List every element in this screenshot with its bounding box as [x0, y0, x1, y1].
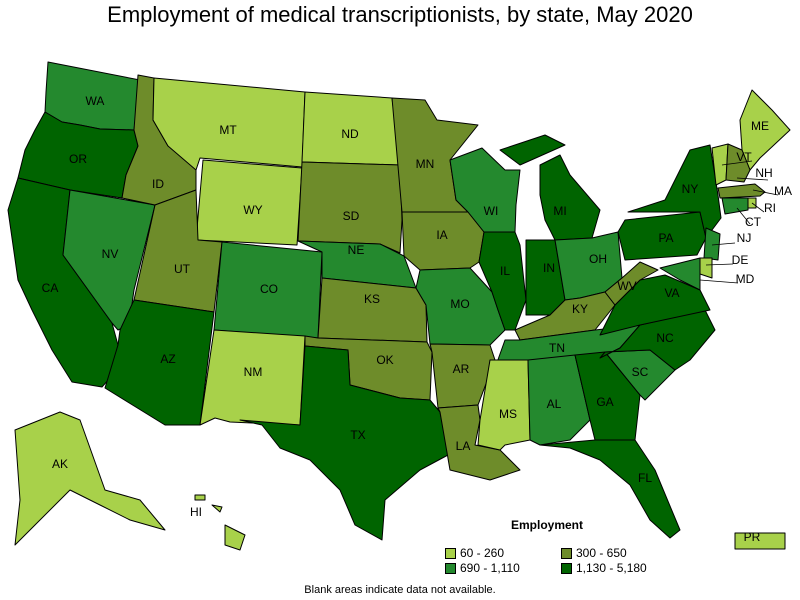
state-label-oh: OH [589, 252, 607, 266]
state-label-nh: NH [755, 166, 772, 180]
map-title: Employment of medical transcriptionists,… [107, 2, 693, 27]
state-va [599, 274, 711, 336]
state-label-in: IN [543, 261, 555, 275]
state-label-ms: MS [499, 407, 517, 421]
legend-title: Employment [511, 518, 584, 532]
legend-label-4: 1,130 - 5,180 [576, 561, 647, 575]
state-label-nm: NM [244, 365, 263, 379]
state-ct [721, 197, 749, 215]
state-label-mn: MN [416, 157, 435, 171]
state-label-va: VA [664, 286, 679, 300]
leader-line [721, 160, 753, 166]
state-label-al: AL [547, 397, 562, 411]
state-label-pr: PR [744, 530, 761, 544]
state-nc [599, 309, 716, 371]
state-wv [604, 261, 659, 306]
state-label-ak: AK [52, 457, 68, 471]
state-label-ga: GA [596, 395, 613, 409]
legend-item-3: 690 - 1,110 [445, 561, 520, 575]
state-label-ky: KY [572, 302, 588, 316]
state-label-hi: HI [190, 505, 202, 519]
legend-item-2: 300 - 650 [561, 546, 627, 560]
state-label-nd: ND [341, 127, 359, 141]
state-label-wy: WY [243, 203, 262, 217]
leader-line [752, 189, 779, 196]
state-label-nj: NJ [737, 231, 752, 245]
state-fl [539, 439, 681, 539]
state-label-ar: AR [453, 362, 470, 376]
state-label-ri: RI [764, 201, 776, 215]
legend-swatch-2 [561, 547, 572, 559]
legend-swatch-4 [561, 562, 572, 574]
state-label-pa: PA [658, 231, 673, 245]
state-label-wv: WV [617, 279, 636, 293]
state-label-tx: TX [350, 428, 365, 442]
state-mo [415, 267, 506, 346]
state-label-az: AZ [160, 352, 175, 366]
state-sd [297, 161, 403, 254]
state-label-ks: KS [364, 292, 380, 306]
state-label-co: CO [260, 282, 278, 296]
leader-line [736, 177, 769, 181]
state-label-mo: MO [450, 297, 469, 311]
state-label-ma: MA [774, 184, 792, 198]
legend-label-3: 690 - 1,110 [460, 561, 520, 575]
state-label-ut: UT [174, 262, 191, 276]
state-ks [317, 277, 428, 343]
state-label-ia: IA [436, 228, 447, 242]
leader-line [751, 202, 765, 213]
state-label-sc: SC [632, 365, 649, 379]
state-md [659, 257, 701, 291]
state-label-il: IL [500, 264, 510, 278]
state-label-ct: CT [745, 215, 762, 229]
state-la [437, 404, 521, 481]
state-label-la: LA [456, 439, 471, 453]
state-il [478, 231, 527, 331]
state-label-ca: CA [42, 281, 59, 295]
leader-line [736, 207, 751, 225]
state-label-mi: MI [553, 204, 566, 218]
state-hi [194, 494, 246, 551]
state-de [699, 257, 713, 279]
state-label-or: OR [69, 152, 87, 166]
state-label-de: DE [732, 253, 749, 267]
legend-swatch-1 [445, 547, 456, 559]
state-nj [703, 227, 721, 261]
legend-item-1: 60 - 260 [445, 546, 504, 560]
legend-label-2: 300 - 650 [576, 546, 627, 560]
state-pr [734, 532, 786, 550]
state-label-nc: NC [656, 331, 674, 345]
legend-label-1: 60 - 260 [460, 546, 505, 560]
leader-line [699, 279, 739, 284]
state-label-id: ID [152, 177, 164, 191]
state-label-nv: NV [102, 247, 119, 261]
state-ak [14, 411, 166, 546]
legend-item-4: 1,130 - 5,180 [561, 561, 647, 575]
state-label-md: MD [736, 272, 755, 286]
state-label-ny: NY [682, 182, 699, 196]
state-label-tn: TN [549, 341, 565, 355]
state-ny [627, 144, 722, 239]
state-tx [239, 345, 449, 541]
leader-line [705, 263, 734, 266]
state-label-ok: OK [376, 353, 393, 367]
state-label-ne: NE [348, 243, 365, 257]
state-az [104, 299, 215, 426]
leader-line [711, 242, 736, 246]
footnote: Blank areas indicate data not available. [304, 584, 496, 596]
state-label-mt: MT [219, 123, 237, 137]
state-label-wa: WA [86, 94, 105, 108]
state-wi [449, 147, 521, 233]
legend-swatch-3 [445, 562, 456, 574]
state-label-wi: WI [484, 204, 499, 218]
state-label-vt: VT [736, 150, 752, 164]
state-label-sd: SD [343, 209, 360, 223]
state-label-me: ME [751, 119, 769, 133]
state-wy [195, 159, 303, 246]
state-ma [717, 183, 766, 199]
state-label-fl: FL [638, 471, 652, 485]
